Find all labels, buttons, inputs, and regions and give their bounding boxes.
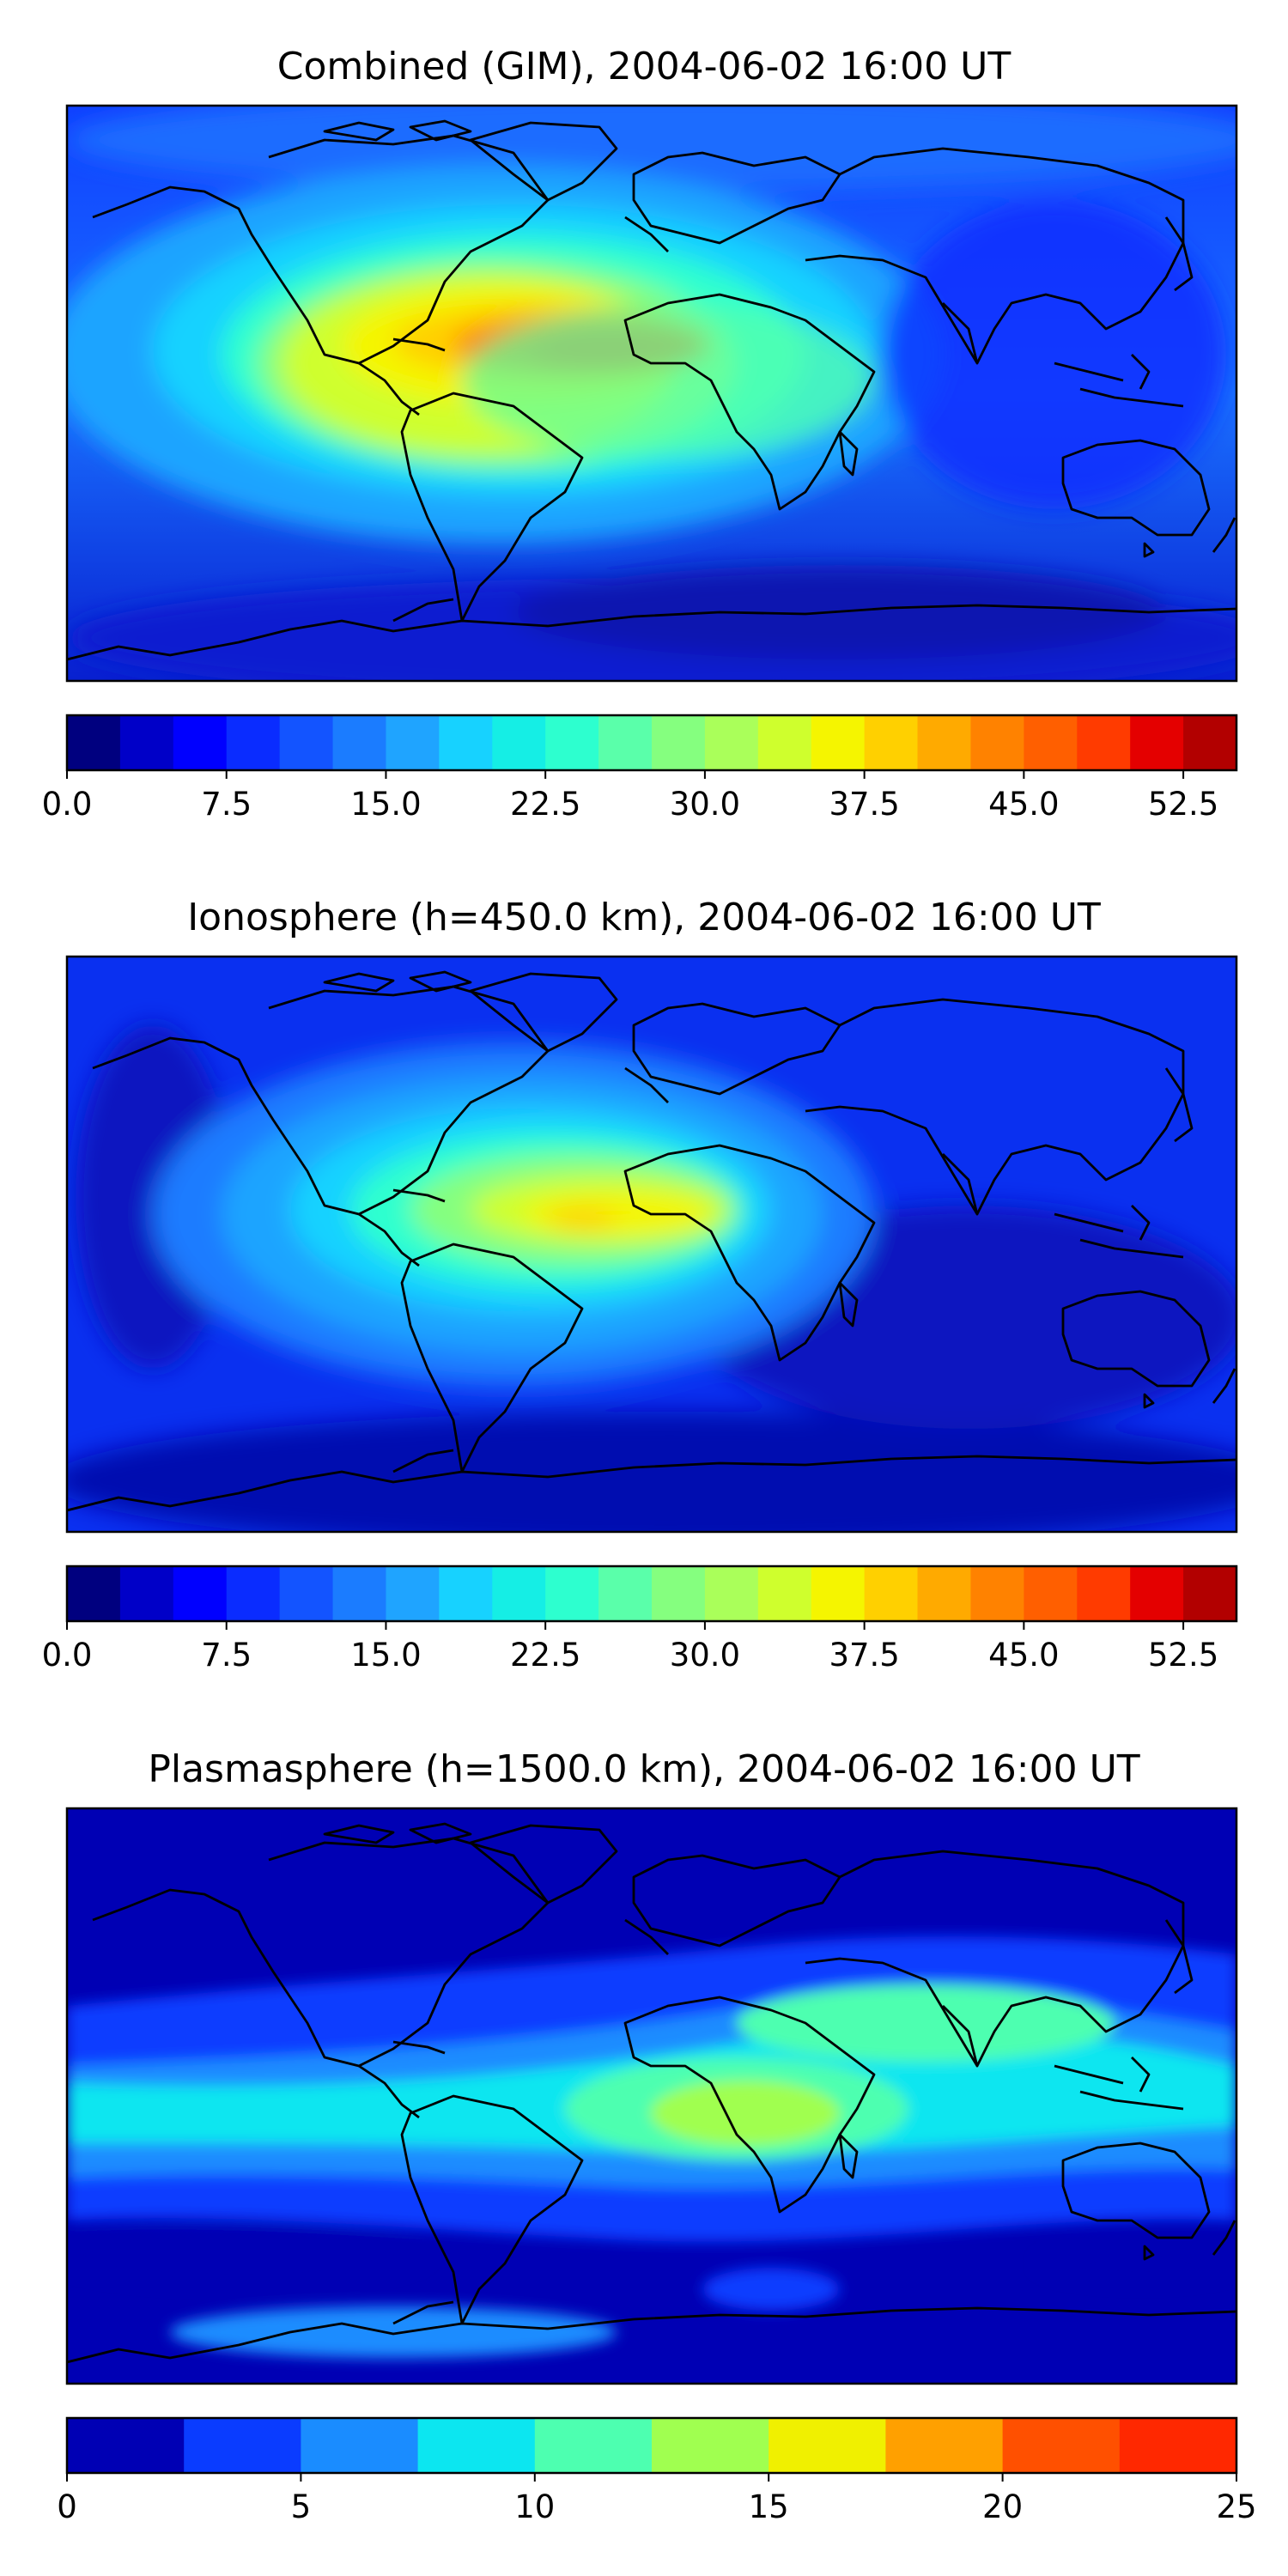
colorbar-segment [704, 715, 759, 770]
colorbar-tick-label: 52.5 [1148, 786, 1218, 823]
colorbar-segment [332, 1566, 387, 1621]
colorbar-segment [67, 1566, 121, 1621]
colorbar-tick-label: 37.5 [829, 786, 899, 823]
colorbar-tick-label: 25 [1216, 2488, 1256, 2525]
colorbar-frame [65, 2416, 1238, 2475]
colorbar-segment [67, 715, 121, 770]
colorbar-segment [439, 1566, 493, 1621]
colorbar-segment [769, 2418, 886, 2473]
colorbar-tick-label: 15.0 [350, 1637, 421, 1674]
colorbar-tick-label: 5 [291, 2488, 312, 2525]
colorbar-segment [492, 1566, 546, 1621]
title-combined: Combined (GIM), 2004-06-02 16:00 UT [277, 45, 1012, 88]
colorbar-segment [917, 1566, 972, 1621]
colorbar-segment [1077, 715, 1131, 770]
colorbar-segment [545, 1566, 599, 1621]
map-combined [65, 104, 1238, 683]
title-plasmasphere: Plasmasphere (h=1500.0 km), 2004-06-02 1… [148, 1747, 1139, 1791]
map-frame [65, 955, 1238, 1534]
colorbar-segment [67, 2418, 185, 2473]
colorbar-tick-label: 7.5 [201, 1637, 252, 1674]
colorbar-segment [652, 1566, 706, 1621]
colorbar-segment [1183, 1566, 1237, 1621]
map-frame [65, 1807, 1238, 2385]
colorbar-segment [417, 2418, 536, 2473]
colorbar-segment [279, 715, 334, 770]
colorbar-segment [598, 1566, 653, 1621]
colorbar-frame [65, 1564, 1238, 1623]
panel-combined: Combined (GIM), 2004-06-02 16:00 UT [42, 45, 1238, 823]
colorbar-segment [1130, 1566, 1184, 1621]
colorbar-segment [439, 715, 493, 770]
colorbar-segment [652, 715, 706, 770]
colorbar-segment [864, 715, 919, 770]
colorbar-tick-label: 10 [514, 2488, 555, 2525]
map-ionosphere [65, 955, 1238, 1534]
colorbar-combined: 0.0 7.5 15.0 22.5 30.0 37.5 45.0 52.5 [42, 714, 1238, 823]
title-ionosphere: Ionosphere (h=450.0 km), 2004-06-02 16:0… [187, 896, 1101, 939]
colorbar-tick-label: 45.0 [988, 1637, 1059, 1674]
colorbar-segment [1002, 2418, 1121, 2473]
colorbar-segment [492, 715, 546, 770]
colorbar-segment [226, 715, 281, 770]
colorbar-tick-label: 15 [749, 2488, 789, 2525]
colorbar-tick-label: 30.0 [670, 1637, 740, 1674]
colorbar-tick-label: 15.0 [350, 786, 421, 823]
colorbar-segment [917, 715, 972, 770]
colorbar-segment [970, 1566, 1024, 1621]
colorbar-segment [226, 1566, 281, 1621]
colorbar-segment [386, 1566, 440, 1621]
colorbar-tick-label: 0.0 [42, 1637, 93, 1674]
colorbar-tick-label: 22.5 [510, 1637, 580, 1674]
colorbar-segment [652, 2418, 769, 2473]
colorbar-segment [1024, 1566, 1078, 1621]
colorbar-tick-label: 0.0 [42, 786, 93, 823]
colorbar-tick-label: 52.5 [1148, 1637, 1218, 1674]
colorbar-segment [119, 715, 174, 770]
colorbar-segment [598, 715, 653, 770]
colorbar-segment [811, 715, 866, 770]
colorbar-segment [184, 2418, 301, 2473]
colorbar-segment [332, 715, 387, 770]
colorbar-segment [1130, 715, 1184, 770]
colorbar-tick-label: 20 [982, 2488, 1023, 2525]
colorbar-segment [757, 1566, 812, 1621]
colorbar-tick-label: 30.0 [670, 786, 740, 823]
colorbar-tick-label: 45.0 [988, 786, 1059, 823]
colorbar-segment [386, 715, 440, 770]
colorbar-segment [704, 1566, 759, 1621]
colorbar-tick-label: 22.5 [510, 786, 580, 823]
colorbar-frame [65, 714, 1238, 772]
colorbar-segment [534, 2418, 653, 2473]
colorbar-segment [885, 2418, 1004, 2473]
panel-ionosphere: Ionosphere (h=450.0 km), 2004-06-02 16:0… [42, 896, 1238, 1674]
colorbar-tick-label: 0 [57, 2488, 77, 2525]
colorbar-segment [757, 715, 812, 770]
colorbar-segment [864, 1566, 919, 1621]
colorbar-segment [119, 1566, 174, 1621]
field-contours [67, 106, 1236, 681]
colorbar-tick-label: 37.5 [829, 1637, 899, 1674]
colorbar-plasmasphere: 0 5 10 15 20 25 [57, 2416, 1257, 2525]
colorbar-segment [811, 1566, 866, 1621]
colorbar-segment [301, 2418, 419, 2473]
colorbar-segment [545, 715, 599, 770]
colorbar-segment [173, 715, 228, 770]
colorbar-segment [173, 1566, 228, 1621]
colorbar-segment [1183, 715, 1237, 770]
panel-plasmasphere: Plasmasphere (h=1500.0 km), 2004-06-02 1… [57, 1747, 1257, 2525]
colorbar-segment [1119, 2418, 1237, 2473]
colorbar-segment [279, 1566, 334, 1621]
colorbar-ionosphere: 0.0 7.5 15.0 22.5 30.0 37.5 45.0 52.5 [42, 1564, 1238, 1674]
colorbar-tick-label: 7.5 [201, 786, 252, 823]
map-plasmasphere [65, 1807, 1238, 2385]
colorbar-segment [970, 715, 1024, 770]
colorbar-segment [1024, 715, 1078, 770]
map-frame [65, 104, 1238, 683]
colorbar-segment [1077, 1566, 1131, 1621]
